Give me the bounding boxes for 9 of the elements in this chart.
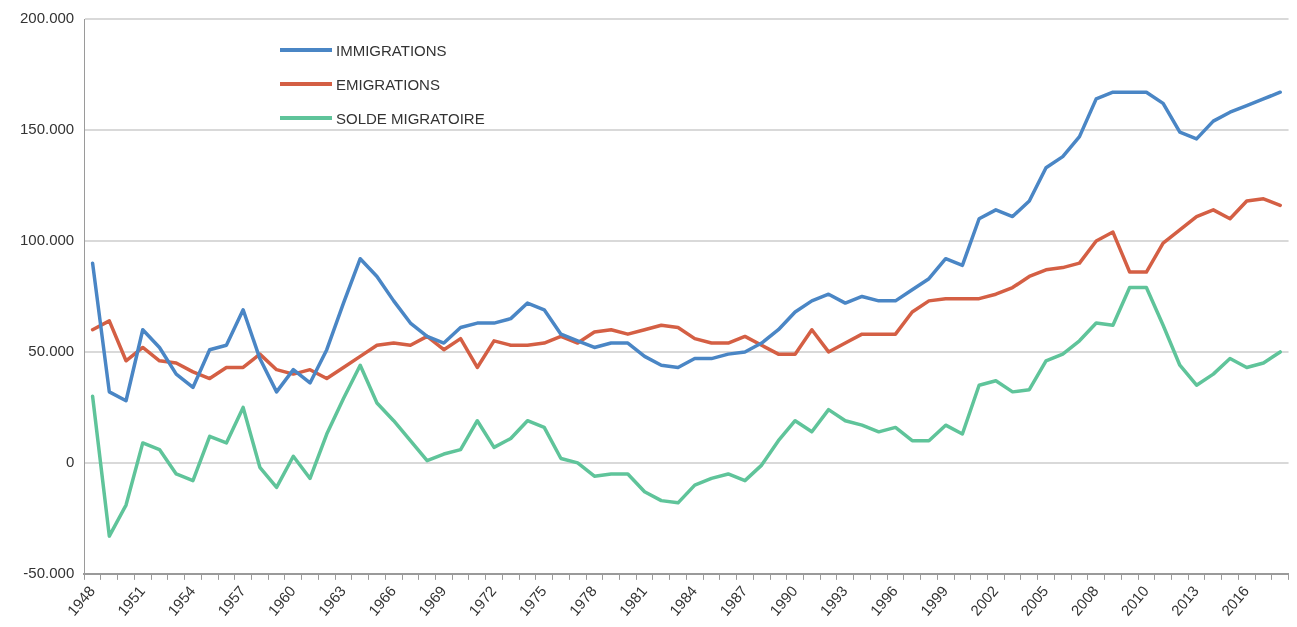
legend-label: EMIGRATIONS xyxy=(336,75,440,93)
legend-label: IMMIGRATIONS xyxy=(336,41,447,59)
y-tick-label: 50.000 xyxy=(28,342,75,360)
y-tick-label: -50.000 xyxy=(23,564,75,582)
y-tick-label: 100.000 xyxy=(19,231,75,249)
y-tick-label: 0 xyxy=(65,453,75,471)
legend-label: SOLDE MIGRATOIRE xyxy=(336,109,485,127)
y-tick-label: 200.000 xyxy=(19,9,75,27)
y-tick-label: 150.000 xyxy=(19,120,75,138)
